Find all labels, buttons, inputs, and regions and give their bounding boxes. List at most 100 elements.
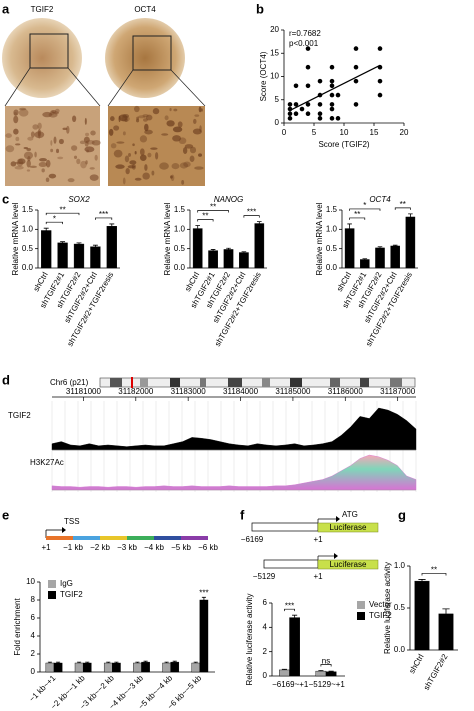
point: [329, 92, 335, 98]
point: [293, 111, 299, 116]
texture: [151, 170, 155, 176]
texture: [115, 164, 125, 169]
zoom-line: [107, 69, 134, 107]
chart-title: SOX2: [68, 195, 90, 204]
zoom-line: [4, 67, 31, 107]
x-tick-label: 20: [400, 128, 409, 137]
significance-bracket: [320, 664, 332, 667]
x-tick-label: 10: [340, 128, 349, 137]
texture: [139, 154, 147, 161]
y-tick-label: 0.5: [22, 244, 34, 253]
point: [317, 116, 323, 121]
texture: [147, 152, 152, 158]
y-tick-label: 0.5: [174, 244, 186, 253]
bar: [141, 661, 150, 673]
legend-label: Vector: [369, 600, 392, 609]
texture: [94, 154, 98, 161]
texture: [192, 128, 202, 135]
x-tick-label: −6169~+1: [272, 680, 309, 689]
point: [329, 116, 335, 121]
segment-label: −1 kb: [63, 543, 83, 552]
trendline: [289, 64, 381, 111]
texture: [30, 131, 35, 138]
texture: [122, 177, 126, 185]
texture: [89, 174, 99, 181]
bar: [191, 662, 201, 673]
texture: [5, 133, 12, 138]
error-bar: [442, 608, 450, 614]
y-tick-label: 0: [275, 118, 280, 127]
error-bar: [408, 213, 413, 217]
y-tick-label: 15: [270, 48, 279, 57]
texture: [67, 178, 75, 183]
segment-label: −2 kb: [90, 543, 110, 552]
texture: [45, 177, 50, 182]
significance: *: [363, 201, 366, 210]
error-bar: [292, 614, 298, 618]
texture: [142, 172, 150, 180]
significance-bracket: [197, 210, 229, 213]
texture: [39, 157, 47, 162]
error-bar: [85, 661, 90, 663]
texture: [73, 155, 78, 159]
texture: [122, 131, 126, 136]
texture: [76, 158, 81, 165]
x-tick-label: 0: [282, 128, 287, 137]
texture: [62, 127, 68, 131]
texture: [79, 140, 86, 145]
texture: [182, 147, 188, 154]
bar: [279, 669, 290, 677]
bar: [438, 613, 454, 651]
error-bar: [172, 660, 177, 663]
y-tick-label: 0: [31, 667, 36, 676]
texture: [13, 112, 18, 116]
significance-bracket: [243, 215, 260, 218]
chart-title: OCT4: [369, 195, 391, 204]
texture: [125, 168, 130, 175]
point: [335, 116, 341, 121]
bar: [57, 242, 68, 269]
x-tick-label: −1 kb~+1: [27, 673, 58, 704]
construct-diagram: [251, 516, 379, 570]
texture: [85, 160, 88, 165]
texture: [194, 166, 204, 170]
bar: [223, 249, 234, 269]
error-bar: [77, 661, 82, 663]
significance: ***: [99, 210, 108, 219]
image-label: OCT4: [134, 5, 156, 14]
texture: [90, 130, 96, 136]
texture: [45, 159, 51, 168]
texture: [127, 165, 136, 169]
texture: [172, 135, 182, 142]
significance-bracket: [95, 217, 113, 220]
point: [305, 46, 311, 51]
texture: [193, 118, 197, 124]
point: [377, 78, 383, 84]
y-tick-label: 1.5: [174, 205, 186, 214]
texture: [134, 151, 137, 155]
x-tick-label: 31185000: [275, 387, 311, 396]
bar: [41, 230, 52, 269]
y-tick-label: 5: [275, 95, 280, 104]
bar: [289, 617, 300, 677]
legend-swatch: [48, 591, 56, 599]
image-label: TGIF2: [31, 5, 54, 14]
texture: [132, 143, 135, 147]
texture: [198, 153, 203, 157]
tissue-texture: [5, 105, 204, 185]
texture: [183, 161, 191, 168]
texture: [10, 161, 17, 167]
bar: [360, 259, 370, 269]
texture: [150, 147, 158, 150]
point: [353, 46, 359, 51]
panel-label: b: [256, 1, 264, 16]
texture: [118, 114, 128, 122]
bar: [82, 662, 92, 673]
texture: [134, 105, 140, 113]
texture: [139, 148, 145, 156]
chromosome-label: Chr6 (p21): [50, 378, 89, 387]
y-axis-label: Fold enrichment: [13, 598, 22, 656]
zoom-line: [170, 69, 206, 107]
zoom-box: [29, 33, 69, 69]
y-tick-label: 0.5: [326, 244, 338, 253]
